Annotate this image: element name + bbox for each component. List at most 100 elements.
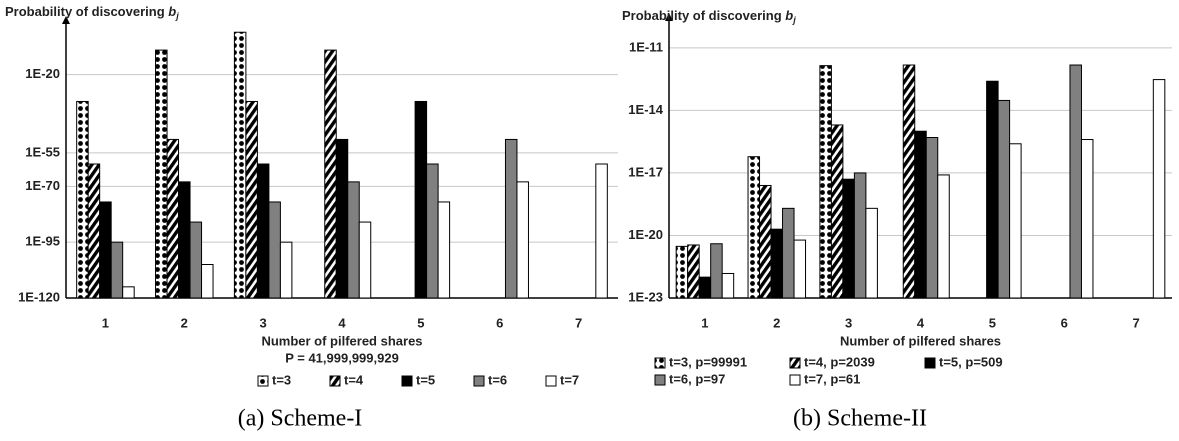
- y-tick-label: 1E-20: [25, 66, 60, 81]
- x-tick-label: 3: [260, 315, 267, 330]
- y-tick-label: 1E-70: [25, 178, 60, 193]
- bar: [189, 221, 203, 299]
- bar: [1009, 143, 1022, 299]
- y-axis-arrow: [665, 13, 673, 21]
- x-axis-title: Number of pilfered shares: [840, 333, 1001, 348]
- annotation: P = 41,999,999,929: [285, 350, 399, 365]
- legend-swatch: [654, 374, 666, 386]
- bar: [110, 241, 124, 299]
- legend-label: t=5, p=509: [939, 354, 1003, 369]
- caption: (a) Scheme-I: [238, 406, 363, 432]
- bar: [830, 124, 844, 299]
- y-tick-label: 1E-14: [628, 102, 663, 117]
- bar: [595, 163, 608, 299]
- bar: [279, 241, 293, 299]
- legend-label: t=4, p=2039: [804, 354, 875, 369]
- bar: [87, 163, 101, 299]
- caption: (b) Scheme-II: [793, 406, 927, 432]
- x-tick-label: 4: [917, 315, 925, 330]
- x-tick-label: 6: [496, 315, 503, 330]
- x-tick-label: 1: [102, 315, 109, 330]
- legend-swatch: [654, 357, 666, 369]
- bar: [178, 181, 191, 299]
- bar: [358, 221, 372, 299]
- legend-label: t=4: [344, 372, 364, 387]
- legend-label: t=6: [488, 372, 507, 387]
- bar: [698, 276, 712, 299]
- y-tick-label: 1E-17: [628, 164, 663, 179]
- y-axis-title-subscript: j: [792, 15, 796, 25]
- bar: [782, 207, 795, 299]
- bar: [324, 49, 337, 299]
- bar: [414, 100, 428, 299]
- bar: [245, 100, 258, 299]
- legend-label: t=6, p=97: [669, 371, 725, 386]
- x-tick-label: 6: [1061, 315, 1068, 330]
- legend-swatch: [545, 375, 557, 387]
- x-tick-label: 5: [417, 315, 424, 330]
- y-axis-title-text: Probability of discovering: [5, 4, 165, 19]
- legend-swatch: [924, 357, 936, 369]
- legend-swatch: [401, 375, 413, 387]
- legend-swatch: [789, 357, 801, 369]
- bar: [516, 181, 529, 299]
- y-axis-title-subscript: j: [175, 11, 179, 21]
- x-tick-label: 4: [338, 315, 346, 330]
- bar: [819, 65, 832, 299]
- bar: [504, 138, 518, 299]
- bar: [437, 201, 451, 299]
- bar: [201, 264, 214, 299]
- bar: [842, 178, 855, 299]
- legend-swatch: [473, 375, 485, 387]
- bar: [902, 64, 916, 299]
- y-axis-title-symbol: b: [785, 8, 793, 23]
- x-tick-label: 2: [181, 315, 188, 330]
- bar: [770, 228, 784, 299]
- bar: [937, 174, 950, 299]
- bar: [853, 172, 867, 299]
- x-axis-title: Number of pilfered shares: [261, 333, 422, 348]
- bar: [747, 156, 761, 299]
- bar: [925, 137, 939, 299]
- bar: [1069, 64, 1082, 299]
- x-tick-label: 7: [1132, 315, 1139, 330]
- y-tick-label: 1E-120: [18, 289, 60, 304]
- bar: [675, 245, 689, 299]
- bar: [1152, 79, 1166, 299]
- legend-swatch: [789, 374, 801, 386]
- y-axis-title-text: Probability of discovering: [622, 8, 782, 23]
- bar: [166, 138, 180, 299]
- bar: [997, 99, 1011, 299]
- bar: [759, 184, 772, 299]
- bar: [721, 272, 735, 299]
- x-tick-label: 3: [845, 315, 852, 330]
- y-tick-label: 1E-23: [628, 289, 663, 304]
- bar: [793, 239, 807, 299]
- bar: [426, 163, 439, 299]
- y-axis-arrow: [62, 16, 70, 24]
- legend-label: t=5: [416, 372, 435, 387]
- bar: [865, 207, 878, 299]
- legend-label: t=7: [560, 372, 579, 387]
- y-axis-title: Probability of discovering bj: [622, 8, 796, 25]
- y-tick-label: 1E-20: [628, 227, 663, 242]
- bar: [335, 138, 349, 299]
- x-tick-label: 5: [989, 315, 996, 330]
- bar: [99, 201, 112, 299]
- legend-swatch: [329, 375, 341, 387]
- bar: [347, 181, 360, 299]
- y-tick-label: 1E-95: [25, 234, 60, 249]
- y-tick-label: 1E-55: [25, 144, 60, 159]
- x-tick-label: 1: [701, 315, 708, 330]
- bar: [710, 243, 723, 299]
- bar: [122, 286, 135, 299]
- bar: [268, 201, 281, 299]
- bar: [76, 100, 89, 299]
- bar: [687, 244, 700, 299]
- y-axis-title: Probability of discovering bj: [5, 4, 179, 21]
- legend-swatch: [257, 375, 269, 387]
- x-tick-label: 7: [575, 315, 582, 330]
- legend-label: t=3, p=99991: [669, 354, 747, 369]
- bar: [986, 80, 999, 299]
